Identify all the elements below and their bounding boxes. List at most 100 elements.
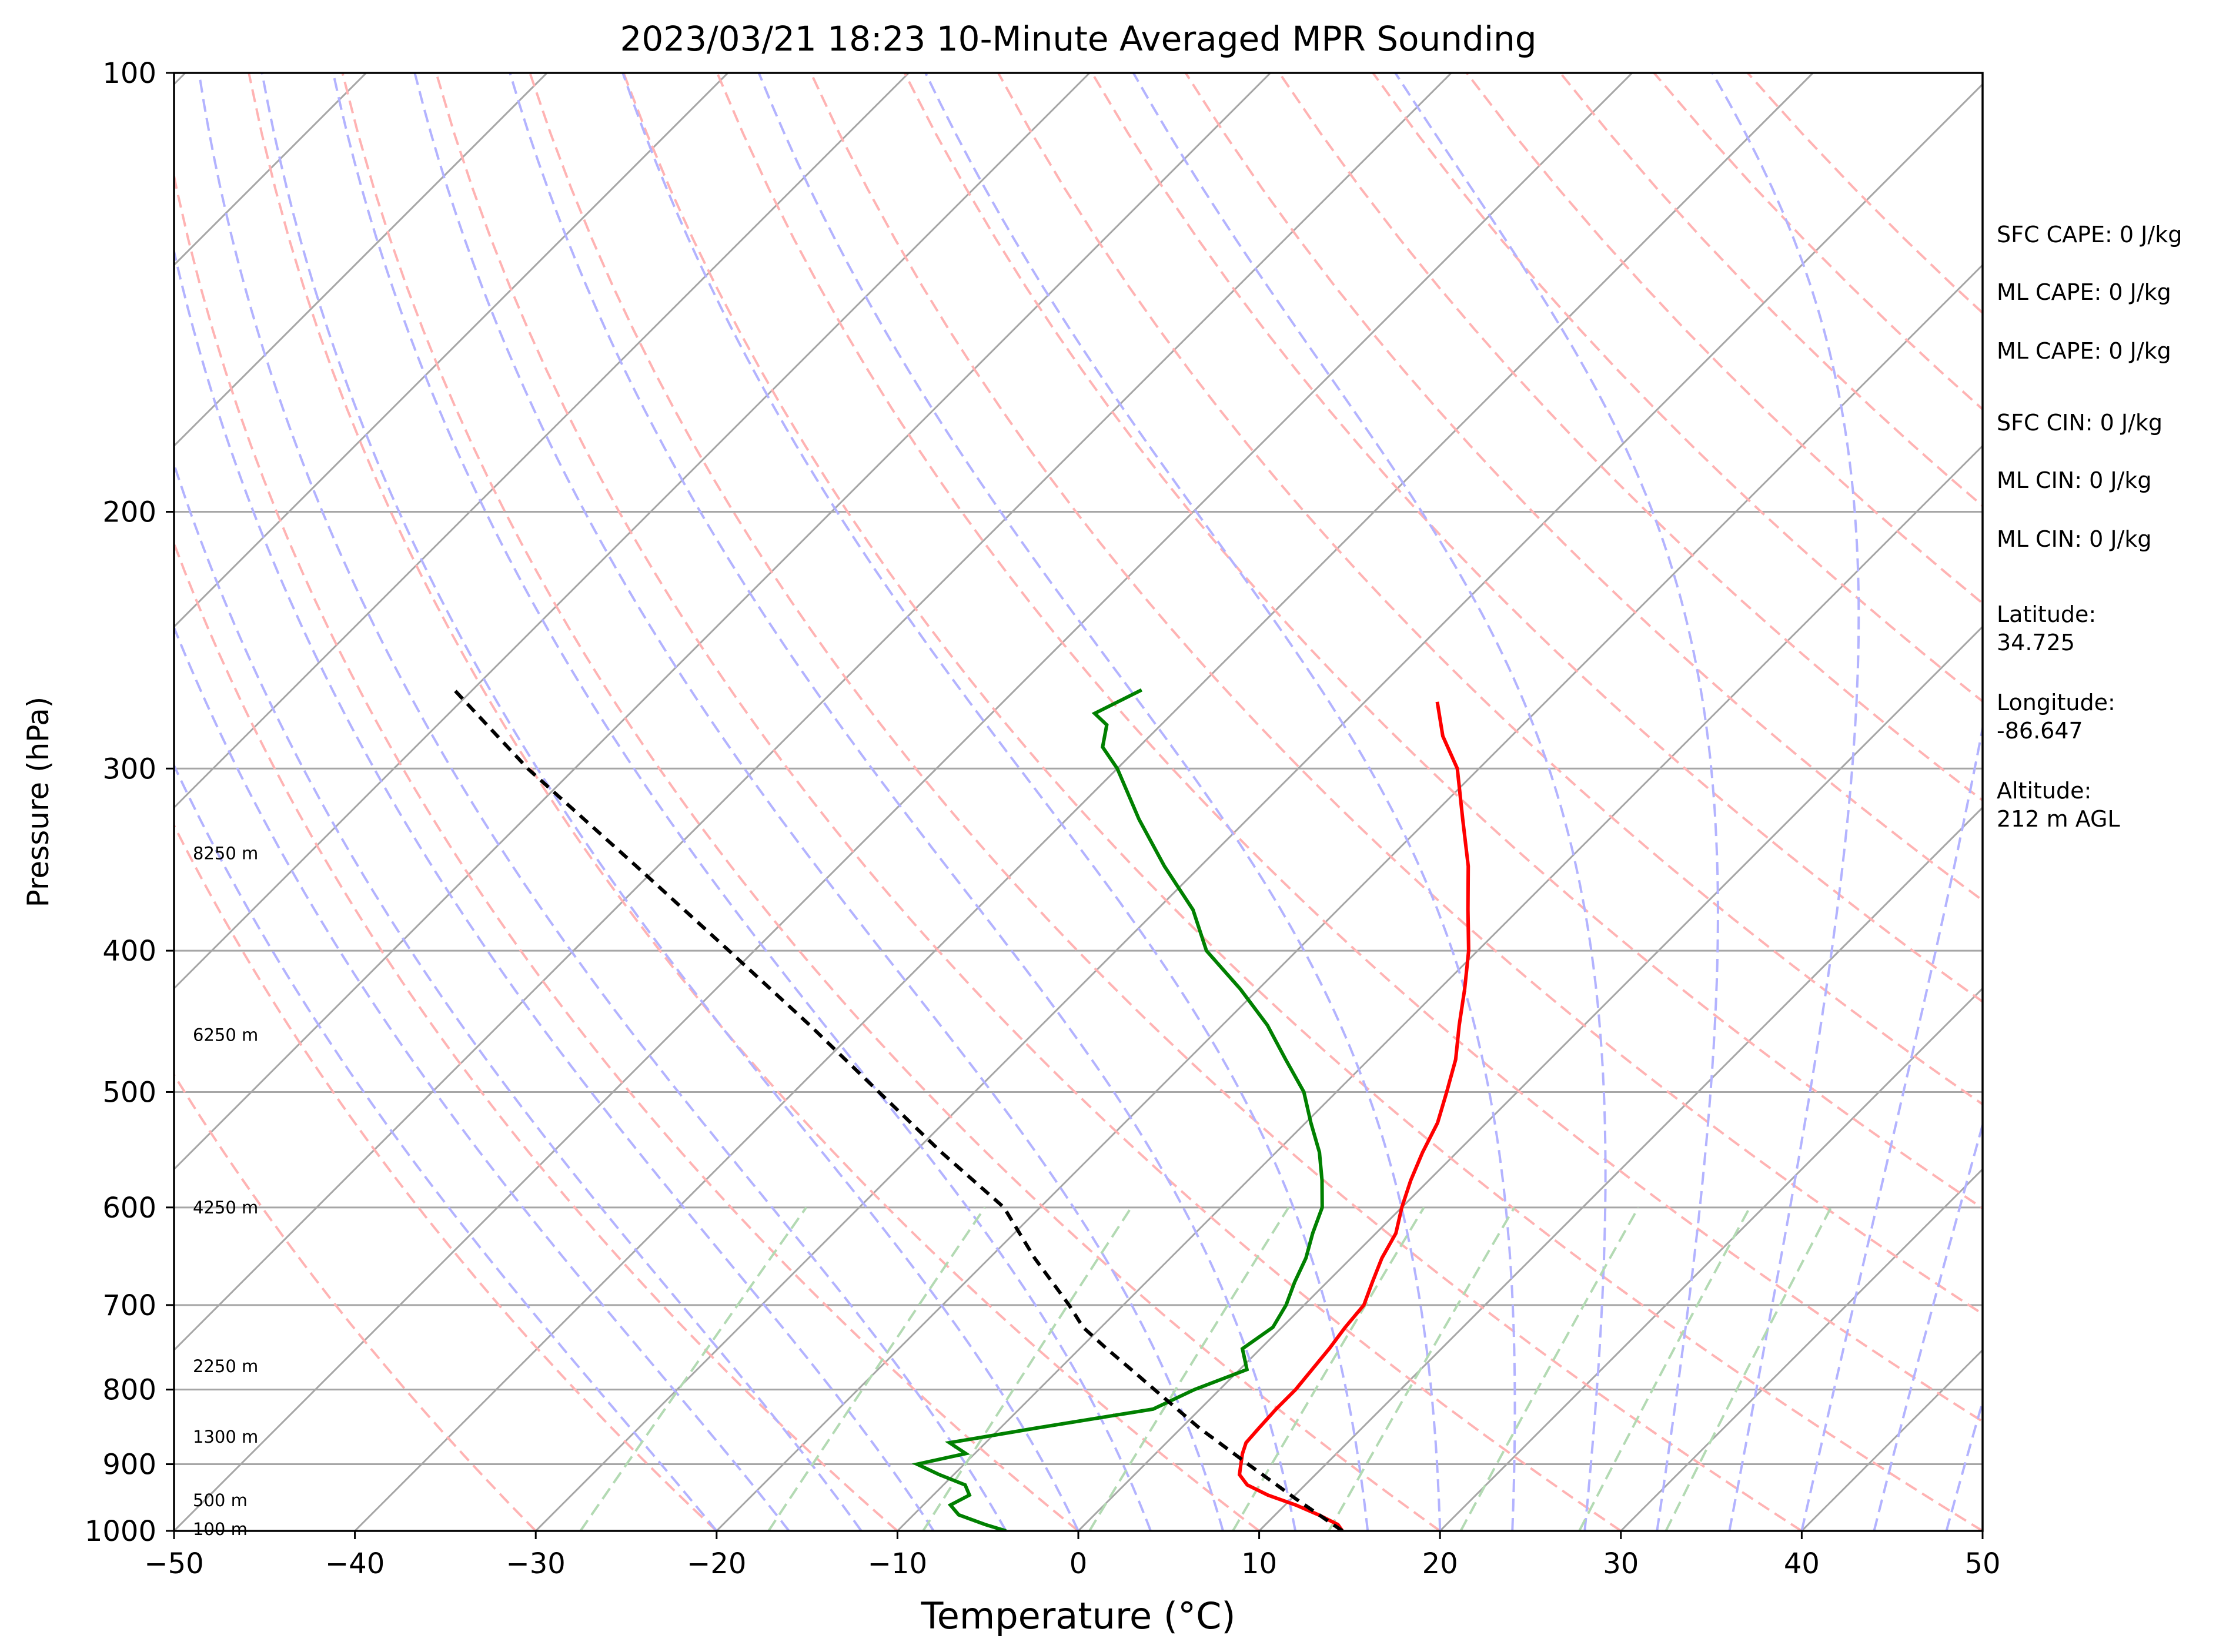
mixing-ratio-line — [1665, 1206, 1832, 1531]
mixing-ratio-line — [579, 1206, 807, 1531]
parcel-profile-line — [453, 688, 1343, 1531]
axes: −50 −40 −30 −20 −10 0 10 20 30 40 50 1000 900 800 700 6… — [85, 57, 2001, 1580]
annotation-line: 212 m AGL — [1997, 806, 2120, 832]
dry-adiabat-line — [174, 1072, 537, 1531]
annotation-line: Longitude: — [1997, 690, 2115, 715]
x-tick-label: −30 — [506, 1547, 566, 1580]
annotation-line: ML CAPE: 0 J/kg — [1997, 338, 2171, 364]
isotherm-line — [535, 83, 1983, 1531]
dry-adiabat-line — [434, 73, 1622, 1531]
mixing-ratio-line — [1578, 1206, 1751, 1531]
dry-adiabat-line — [622, 73, 1983, 1531]
moist-adiabat-line — [174, 624, 790, 1531]
y-tick-label: 300 — [102, 753, 156, 785]
y-tick-label: 600 — [102, 1192, 156, 1225]
moist-adiabat-line — [1873, 1121, 1983, 1531]
temperature-profile-line — [1237, 701, 1470, 1531]
y-tick-label: 900 — [102, 1449, 156, 1482]
x-tick-label: −40 — [325, 1547, 385, 1580]
dry-adiabat-line — [174, 822, 718, 1531]
chart-title: 2023/03/21 18:23 10-Minute Averaged MPR … — [620, 19, 1536, 59]
annotation-line: SFC CAPE: 0 J/kg — [1997, 222, 2182, 248]
moist-adiabat-line — [1394, 73, 1719, 1531]
isotherm-line — [354, 73, 1814, 1531]
isotherm-line — [716, 263, 1983, 1531]
annotation-text: ML CAPE: 0 J/kg — [1997, 279, 2171, 305]
annotation-line: ML CAPE: 0 J/kg — [1997, 279, 2171, 305]
y-tick-label: 1000 — [85, 1515, 156, 1548]
dewpoint-profile-line — [911, 688, 1324, 1531]
y-axis-label: Pressure (hPa) — [21, 697, 55, 908]
mixing-ratio-line — [1232, 1206, 1425, 1531]
isotherm-line — [174, 73, 1633, 1531]
moist-adiabat-line — [1945, 1397, 1983, 1531]
x-tick-label: 50 — [1964, 1547, 2000, 1580]
height-label: 2250 m — [193, 1356, 258, 1376]
isotherm-line — [1077, 625, 1983, 1531]
annotation-text: ML CIN: 0 J/kg — [1997, 467, 2151, 493]
moist-adiabat-line — [924, 73, 1516, 1531]
moist-adiabat-line — [260, 73, 1079, 1531]
y-tick-label: 500 — [102, 1076, 156, 1109]
annotation-text: Altitude: 212 m AGL — [1997, 778, 2120, 832]
annotations: SFC CAPE: 0 J/kg ML CAPE: 0 J/kg ML CAPE: … — [1997, 222, 2182, 832]
x-axis-label: Temperature (°C) — [920, 1594, 1235, 1637]
moist-adiabat-line — [1711, 73, 1860, 1531]
mixing-ratio-line — [1088, 1206, 1290, 1531]
height-label: 8250 m — [193, 844, 258, 864]
y-tick-label: 800 — [102, 1374, 156, 1407]
moist-adiabat-line — [198, 73, 1007, 1531]
annotation-line: -86.647 — [1997, 718, 2083, 744]
x-tick-label: 40 — [1784, 1547, 1820, 1580]
height-label: 4250 m — [193, 1198, 258, 1218]
height-labels: 100 m 500 m 1300 m 2250 m 4250 m 6250 m 8250 m — [193, 844, 258, 1539]
dry-adiabat-line — [1372, 73, 1983, 703]
x-tick-label: −50 — [144, 1547, 203, 1580]
dry-adiabat-line — [810, 73, 1983, 1316]
x-tick-label: 20 — [1422, 1547, 1458, 1580]
x-tick-label: −10 — [868, 1547, 927, 1580]
dry-adiabat-line — [1278, 73, 1983, 802]
annotation-text: SFC CIN: 0 J/kg — [1997, 410, 2163, 436]
isotherm-line — [174, 73, 910, 809]
annotation-text: ML CIN: 0 J/kg — [1997, 526, 2151, 552]
background-grid — [174, 73, 1983, 1531]
dry-adiabat-line — [174, 540, 898, 1531]
isotherm-line — [174, 73, 1271, 1171]
x-tick-label: 30 — [1603, 1547, 1639, 1580]
dry-adiabat-line — [1091, 73, 1983, 1004]
annotation-line: Altitude: — [1997, 778, 2091, 804]
moist-adiabat-line — [174, 246, 935, 1531]
isotherm-line — [1439, 987, 1983, 1531]
x-tick-label: −20 — [687, 1547, 746, 1580]
isotherm-line — [1258, 806, 1983, 1531]
moist-adiabat-line — [1132, 73, 1607, 1531]
mixing-ratio-line — [1328, 1206, 1516, 1531]
annotation-line: ML CIN: 0 J/kg — [1997, 467, 2151, 493]
annotation-text: ML CAPE: 0 J/kg — [1997, 338, 2171, 364]
isotherm-line — [174, 73, 1452, 1352]
moist-adiabat-line — [757, 73, 1442, 1531]
y-tick-label: 700 — [102, 1289, 156, 1322]
moist-adiabat-line — [174, 460, 863, 1531]
dry-adiabat-line — [529, 73, 1803, 1531]
dry-adiabat-line — [716, 73, 1983, 1423]
height-label: 500 m — [193, 1490, 248, 1510]
mixing-ratio-line — [1459, 1206, 1640, 1531]
sounding-lines — [453, 688, 1470, 1531]
annotation-line: Latitude: — [1997, 601, 2096, 627]
y-tick-label: 100 — [102, 57, 156, 90]
x-tick-label: 10 — [1241, 1547, 1277, 1580]
height-label: 1300 m — [193, 1427, 258, 1447]
moist-adiabat-line — [413, 73, 1225, 1531]
dry-adiabat-line — [903, 73, 1983, 1210]
y-tick-label: 400 — [102, 935, 156, 968]
annotation-text: SFC CAPE: 0 J/kg — [1997, 222, 2182, 248]
isotherm-line — [897, 444, 1983, 1531]
annotation-line: 34.725 — [1997, 630, 2075, 656]
isotherm-line — [174, 73, 1091, 990]
annotation-line: ML CIN: 0 J/kg — [1997, 526, 2151, 552]
dry-adiabat-line — [174, 170, 1079, 1531]
dry-adiabat-line — [248, 73, 1260, 1531]
annotation-text: Longitude: -86.647 — [1997, 690, 2115, 744]
